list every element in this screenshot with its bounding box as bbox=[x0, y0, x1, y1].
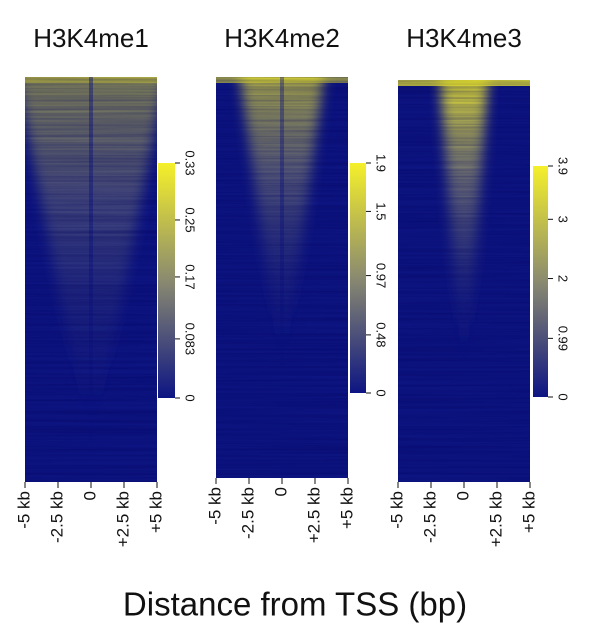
colorbar-tick-label: 1.5 bbox=[374, 202, 389, 220]
panel-title: H3K4me3 bbox=[406, 23, 522, 53]
colorbar bbox=[350, 163, 366, 393]
heatmap-texture bbox=[25, 77, 157, 482]
colorbar-tick-label: 0 bbox=[556, 393, 571, 400]
x-tick-label: -2.5 kb bbox=[420, 491, 439, 543]
colorbar-tick-label: 3 bbox=[556, 216, 571, 223]
colorbar-tick-label: 0.083 bbox=[183, 323, 198, 356]
heatmap bbox=[398, 80, 530, 482]
x-axis-title: Distance from TSS (bp) bbox=[123, 586, 467, 623]
x-tick-label: +5 kb bbox=[337, 487, 356, 529]
x-tick-label: +5 kb bbox=[519, 491, 538, 533]
heatmap-texture bbox=[216, 77, 348, 478]
heatmap bbox=[25, 77, 157, 482]
x-tick-label: +2.5 kb bbox=[304, 487, 323, 543]
x-tick-label: -5 kb bbox=[205, 487, 224, 525]
colorbar-tick-label: 0.99 bbox=[556, 326, 571, 351]
colorbar bbox=[533, 166, 548, 397]
colorbar-tick-label: 0 bbox=[183, 394, 198, 401]
x-tick-label: +2.5 kb bbox=[113, 491, 132, 547]
x-tick-label: -2.5 kb bbox=[238, 487, 257, 539]
colorbar-tick-label: 0 bbox=[374, 389, 389, 396]
colorbar bbox=[158, 163, 175, 398]
panel-title: H3K4me2 bbox=[224, 23, 340, 53]
colorbar-tick-label: 0.25 bbox=[183, 207, 198, 232]
x-tick-label: +5 kb bbox=[146, 491, 165, 533]
panel-title: H3K4me1 bbox=[33, 23, 149, 53]
x-tick-label: 0 bbox=[453, 491, 472, 500]
colorbar-tick-label: 0.33 bbox=[183, 150, 198, 175]
x-tick-label: -5 kb bbox=[14, 491, 33, 529]
heatmap bbox=[216, 77, 348, 478]
colorbar-tick-label: 3.9 bbox=[556, 157, 571, 175]
colorbar-tick-label: 0.97 bbox=[374, 263, 389, 288]
x-tick-label: -5 kb bbox=[387, 491, 406, 529]
x-tick-label: -2.5 kb bbox=[47, 491, 66, 543]
x-tick-label: +2.5 kb bbox=[486, 491, 505, 547]
colorbar-tick-label: 0.48 bbox=[374, 322, 389, 347]
x-tick-label: 0 bbox=[271, 487, 290, 496]
colorbar-tick-label: 2 bbox=[556, 275, 571, 282]
heatmap-texture bbox=[398, 80, 530, 482]
x-tick-label: 0 bbox=[80, 491, 99, 500]
colorbar-tick-label: 1.9 bbox=[374, 154, 389, 172]
colorbar-tick-label: 0.17 bbox=[183, 264, 198, 289]
